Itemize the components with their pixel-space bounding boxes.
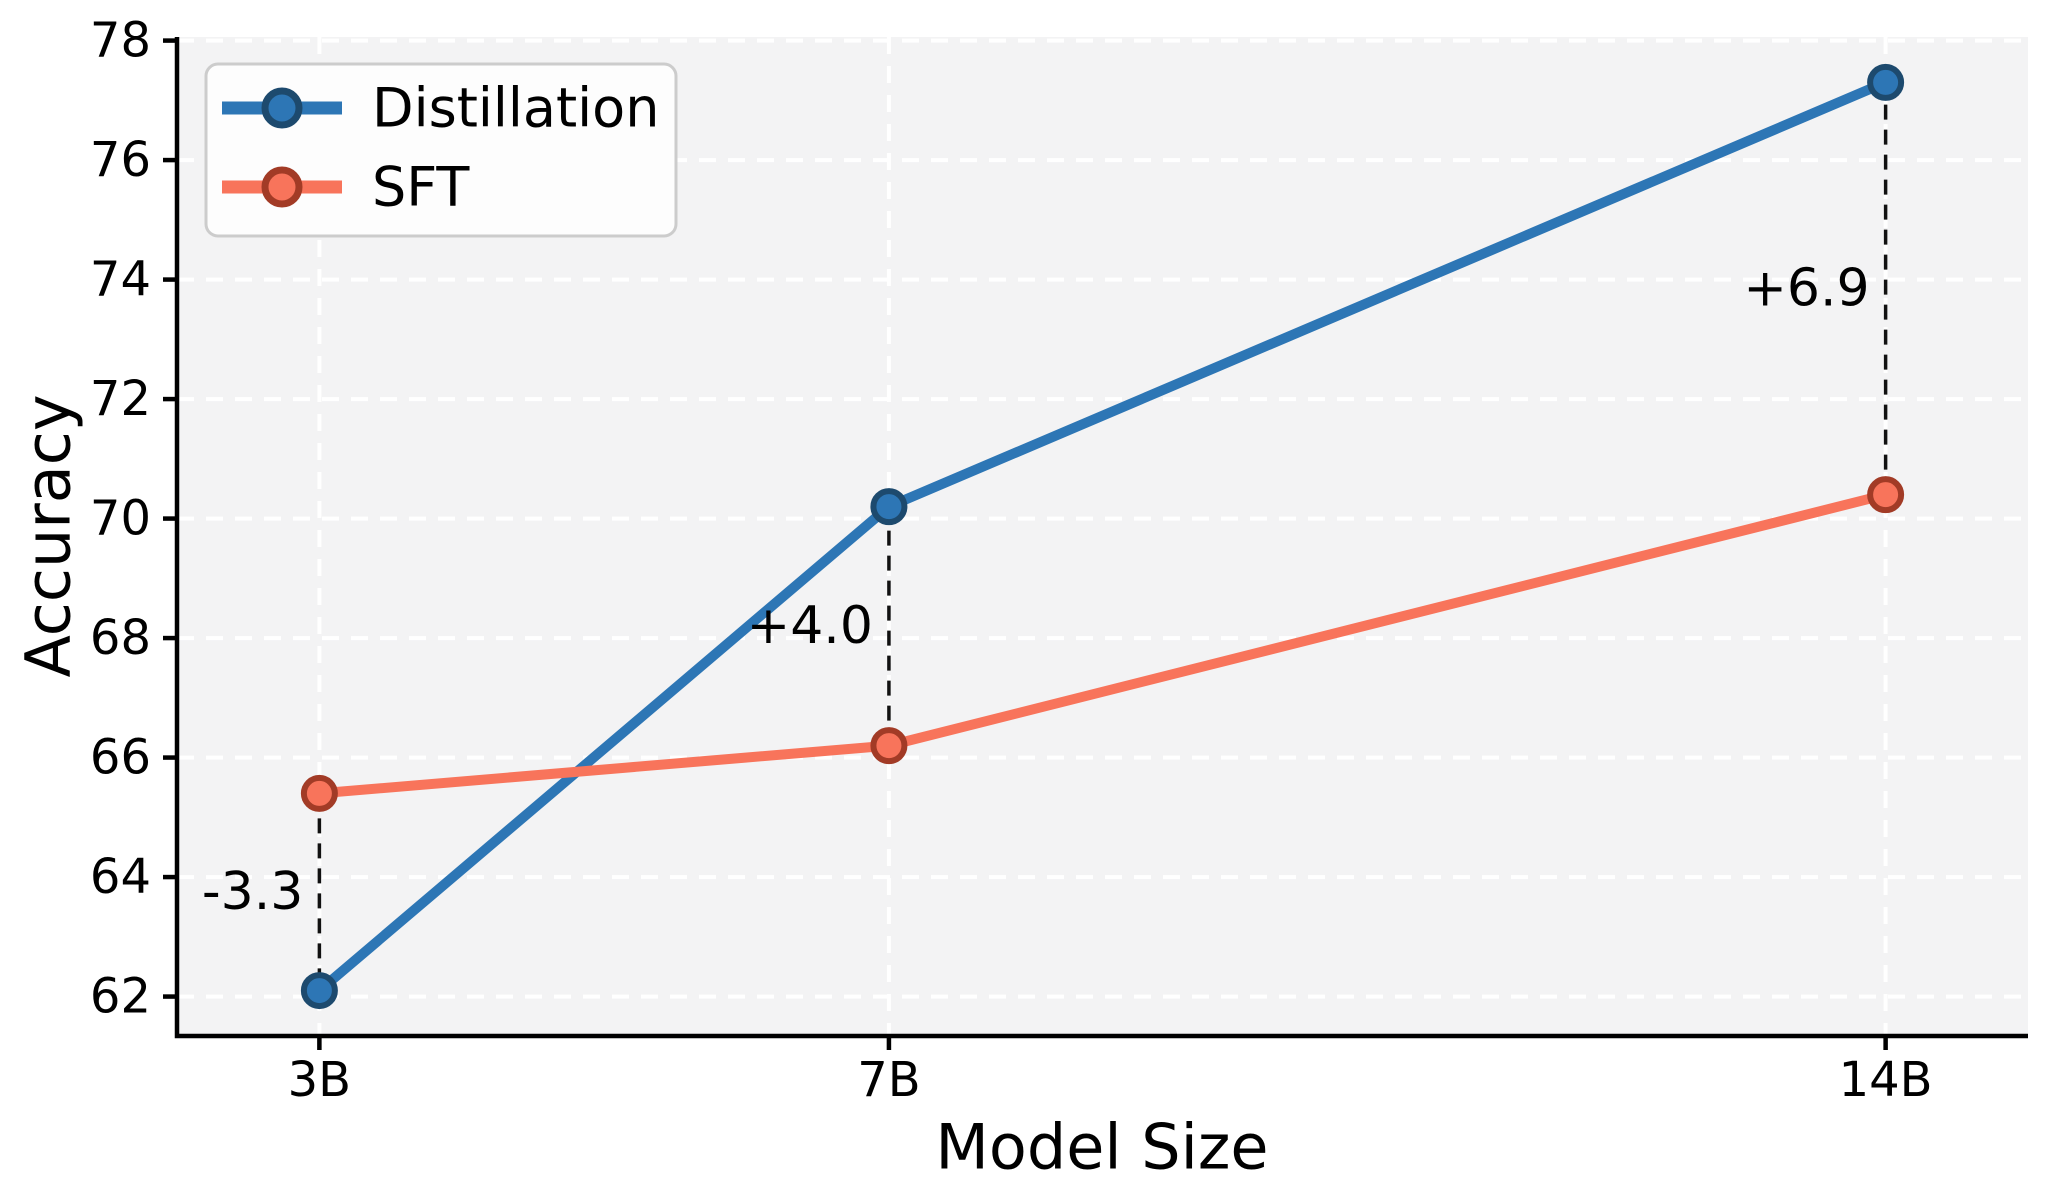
marker-sft-3b — [300, 774, 338, 812]
marker-distillation-14b — [1867, 63, 1905, 101]
marker-sft-14b — [1867, 476, 1905, 514]
annotation-label: +4.0 — [747, 596, 873, 656]
x-axis-title: Model Size — [935, 1111, 1268, 1184]
y-tick-label: 70 — [90, 491, 151, 547]
legend-item-distillation: Distillation — [222, 77, 659, 140]
legend-marker-distillation — [261, 87, 303, 129]
marker-distillation-7b — [870, 488, 908, 526]
y-tick-label: 78 — [90, 13, 151, 69]
x-tick-label: 14B — [1839, 1052, 1933, 1108]
tick-labels: 62 64 66 68 70 72 74 76 78 3B 7B 14B — [90, 13, 1933, 1108]
y-tick-label: 64 — [90, 849, 151, 905]
y-tick-label: 72 — [90, 371, 151, 427]
legend-item-sft: SFT — [222, 156, 470, 219]
difference-connectors — [317, 82, 1888, 991]
y-tick-label: 76 — [90, 132, 151, 188]
marker-distillation-3b — [300, 972, 338, 1010]
annotation-label: +6.9 — [1743, 259, 1869, 319]
legend: Distillation SFT — [204, 62, 678, 238]
legend-label-distillation: Distillation — [372, 77, 659, 140]
annotation-label: -3.3 — [202, 862, 303, 922]
y-tick-label: 62 — [90, 969, 151, 1025]
y-tick-label: 66 — [90, 730, 151, 786]
marker-sft-7b — [870, 727, 908, 765]
data-point-markers — [300, 63, 1905, 1010]
difference-annotations: -3.3 +4.0 +6.9 — [202, 259, 1870, 922]
legend-label-sft: SFT — [372, 156, 470, 219]
y-axis-title: Accuracy — [12, 394, 85, 677]
tick-marks — [163, 38, 1888, 1050]
axis-spines — [174, 37, 2028, 1039]
y-tick-label: 68 — [90, 610, 151, 666]
legend-marker-sft — [261, 166, 303, 208]
x-tick-label: 7B — [857, 1052, 920, 1108]
x-tick-label: 3B — [288, 1052, 351, 1108]
axis-spine — [174, 37, 2028, 1039]
y-tick-label: 74 — [90, 252, 151, 308]
